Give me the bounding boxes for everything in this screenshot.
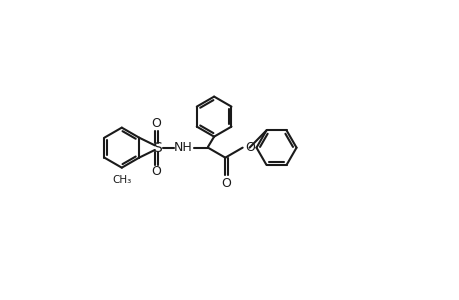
Text: S: S (152, 141, 161, 155)
Text: O: O (151, 117, 161, 130)
Text: O: O (245, 141, 254, 154)
Text: NH: NH (174, 141, 192, 154)
Text: O: O (151, 165, 161, 178)
Text: CH₃: CH₃ (112, 175, 131, 184)
Text: O: O (221, 177, 230, 190)
